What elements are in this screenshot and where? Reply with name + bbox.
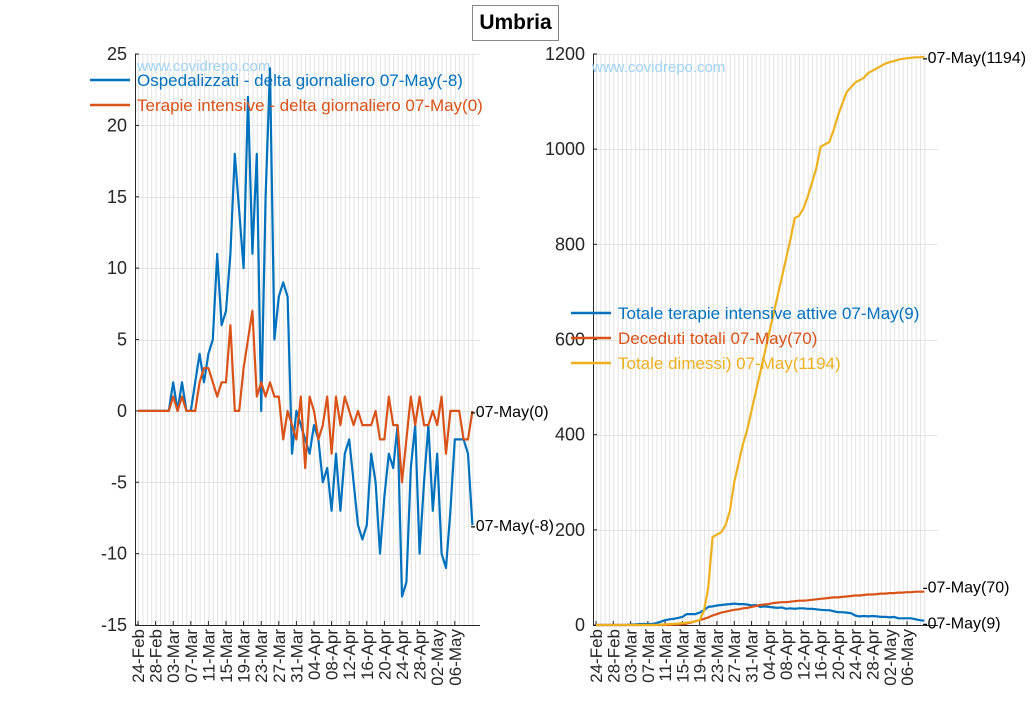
x-tick-label: 15-Mar <box>673 629 692 683</box>
x-tick-label: 23-Mar <box>252 629 271 683</box>
x-tick-label: 20-Apr <box>829 629 848 680</box>
x-tick-label: 16-Apr <box>812 629 831 680</box>
y-tick-label: 0 <box>575 615 585 635</box>
y-tick-label: -5 <box>111 472 127 492</box>
legend-label: Terapie intensive - delta giornaliero 07… <box>137 96 483 115</box>
y-tick-label: 1000 <box>545 139 585 159</box>
x-tick-label: 19-Mar <box>691 629 710 683</box>
y-tick-label: 15 <box>107 187 127 207</box>
legend-label: Totale terapie intensive attive 07-May(9… <box>618 304 919 323</box>
x-tick-label: 19-Mar <box>235 629 254 683</box>
y-tick-label: 5 <box>117 330 127 350</box>
grid-lines <box>135 54 480 626</box>
y-tick-label: 1200 <box>545 44 585 64</box>
x-tick-label: 24-Apr <box>846 629 865 680</box>
x-tick-label: 06-May <box>898 629 917 686</box>
series-end-label: -07-May(0) <box>470 404 548 421</box>
x-tick-label: 23-Mar <box>708 629 727 683</box>
plot-area <box>135 54 480 625</box>
x-tick-label: 07-Mar <box>182 629 201 683</box>
legend-label: Deceduti totali 07-May(70) <box>618 329 817 348</box>
x-tick-label: 24-Apr <box>393 629 412 680</box>
x-tick-label: 27-Mar <box>270 629 289 683</box>
x-tick-label: 20-Apr <box>375 629 394 680</box>
series-end-label: -07-May(9) <box>922 616 1000 633</box>
x-tick-label: 11-Mar <box>199 629 218 682</box>
x-tick-label: 24-Feb <box>587 629 606 683</box>
x-tick-label: 12-Apr <box>794 629 813 680</box>
x-tick-label: 03-Mar <box>164 629 183 683</box>
x-tick-label: 03-Mar <box>622 629 641 683</box>
x-tick-label: 27-Mar <box>725 629 744 683</box>
x-tick-label: 12-Apr <box>340 629 359 680</box>
x-tick-label: 06-May <box>446 629 465 686</box>
x-tick-label: 28-Apr <box>863 629 882 680</box>
x-tick-label: 28-Feb <box>604 629 623 683</box>
x-tick-label: 08-Apr <box>777 629 796 680</box>
x-tick-label: 28-Feb <box>147 629 166 683</box>
x-tick-label: 15-Mar <box>217 629 236 683</box>
x-tick-label: 04-Apr <box>305 629 324 680</box>
legend-label: Ospedalizzati - delta giornaliero 07-May… <box>137 71 463 90</box>
x-tick-label: 31-Mar <box>743 629 762 683</box>
x-tick-label: 11-Mar <box>656 629 675 682</box>
y-tick-label: 0 <box>117 401 127 421</box>
series-end-label: -07-May(70) <box>922 580 1009 597</box>
chart-panel-1: -15 -10 -5 0 5 10 15 20 25 24-Feb28-Feb03-Mar07-M… <box>90 44 554 686</box>
legend-label: Totale dimessi) 07-May(1194) <box>618 354 841 373</box>
y-tick-label: -10 <box>101 544 127 564</box>
watermark-text: www.covidrepo.com <box>136 58 270 75</box>
x-tick-label: 07-Mar <box>639 629 658 683</box>
chart-title: Umbria <box>472 5 559 41</box>
watermark-text: www.covidrepo.com <box>591 59 725 76</box>
y-tick-label: 20 <box>107 115 127 135</box>
x-tick-label: 08-Apr <box>323 629 342 680</box>
series-line-2 <box>138 309 474 484</box>
y-tick-label: -15 <box>101 615 127 635</box>
series-line-3 <box>596 55 925 627</box>
x-tick-label: 02-May <box>428 629 447 686</box>
y-tick-label: 800 <box>555 234 585 254</box>
y-tick-label: 600 <box>555 330 585 350</box>
series-end-label: -07-May(1194) <box>922 50 1026 67</box>
series-end-label: -07-May(-8) <box>470 518 554 535</box>
x-tick-label: 02-May <box>881 629 900 686</box>
series-line-1 <box>138 67 474 598</box>
x-tick-label: 24-Feb <box>129 629 148 683</box>
y-tick-label: 400 <box>555 425 585 445</box>
x-tick-label: 28-Apr <box>411 629 430 680</box>
x-tick-label: 16-Apr <box>358 629 377 680</box>
grid-lines <box>593 54 938 626</box>
y-tick-label: 10 <box>107 258 127 278</box>
x-tick-label: 31-Mar <box>287 629 306 683</box>
y-tick-label: 200 <box>555 520 585 540</box>
x-tick-label: 04-Apr <box>760 629 779 680</box>
chart-panel-2: 02004006008001000120024-Feb28-Feb03-Mar0… <box>545 44 1026 686</box>
y-tick-label: 25 <box>107 44 127 64</box>
